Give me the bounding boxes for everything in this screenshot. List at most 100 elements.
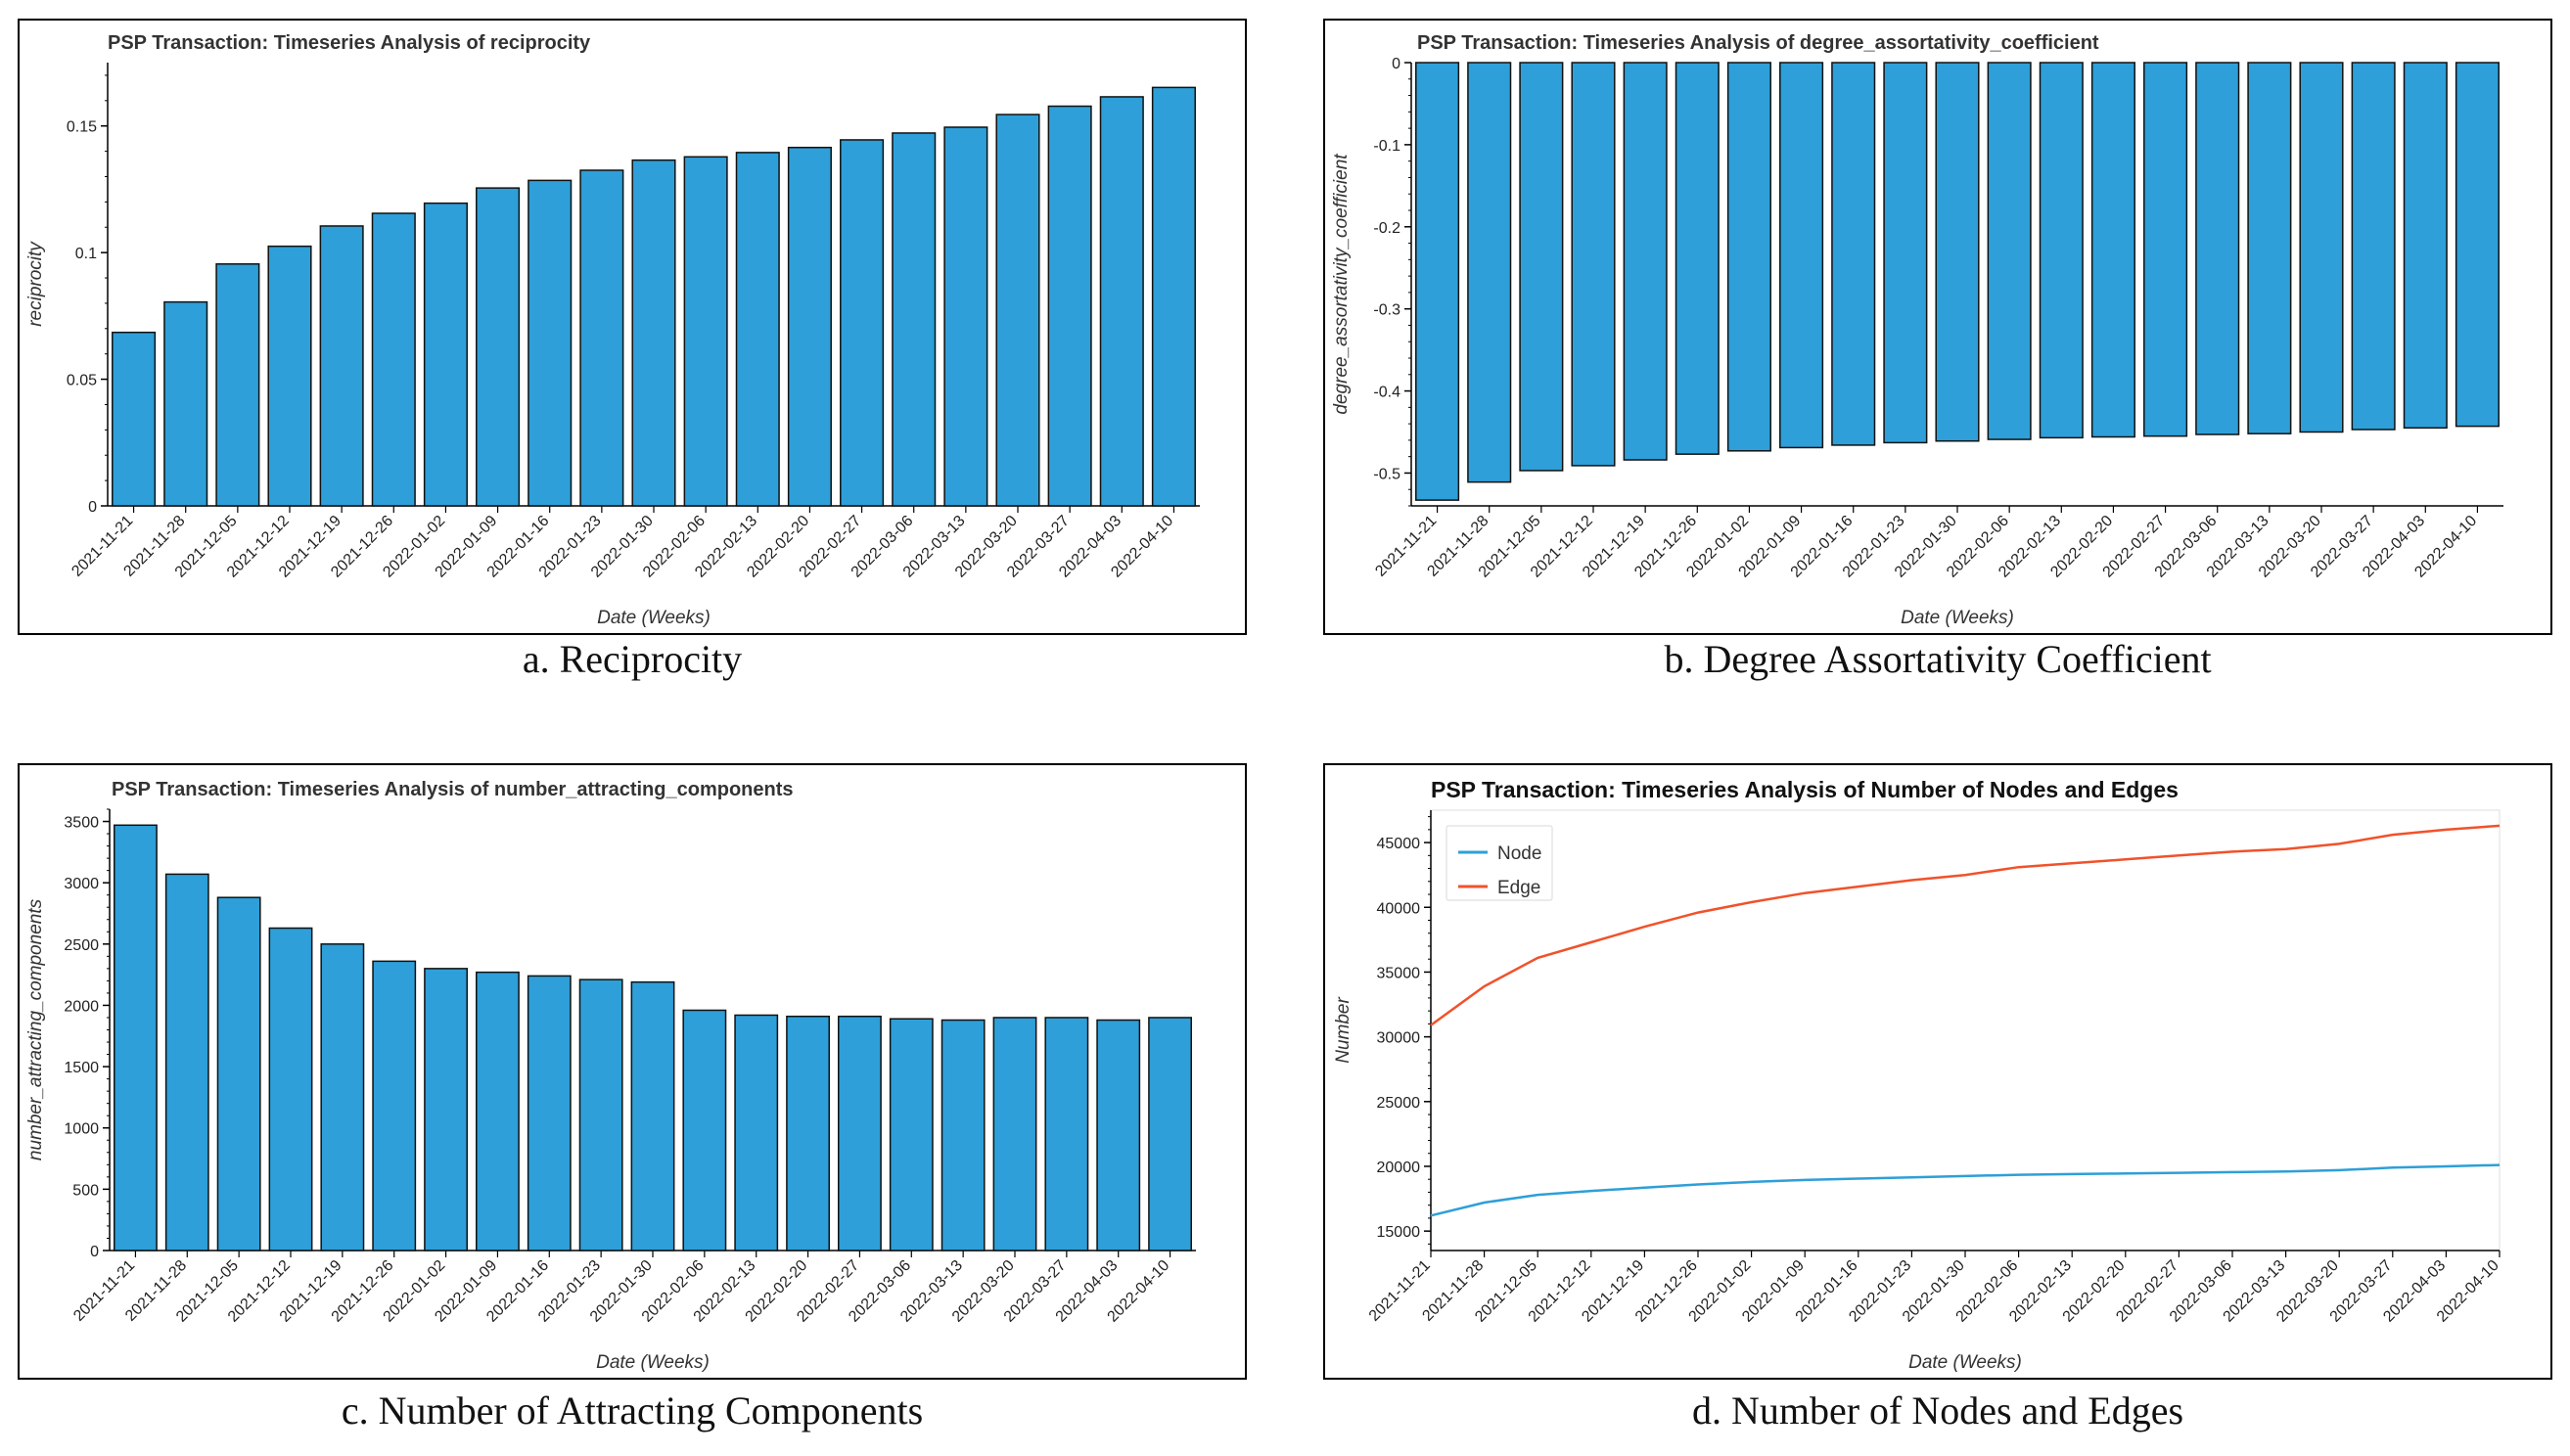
y-tick-label: -0.3 bbox=[1373, 302, 1400, 319]
bar-2021-12-12 bbox=[1571, 62, 1616, 467]
y-tick-label: 3000 bbox=[64, 876, 99, 892]
x-axis-label: Date (Weeks) bbox=[1908, 1352, 2022, 1373]
y-tick-label: 0.15 bbox=[67, 119, 97, 136]
y-axis-label: reciprocity bbox=[25, 241, 46, 327]
bar-2022-02-06 bbox=[682, 1009, 727, 1251]
bar-2021-11-21 bbox=[114, 824, 158, 1251]
bar-2022-01-09 bbox=[1779, 62, 1824, 449]
bar-2021-11-28 bbox=[1467, 62, 1512, 483]
bar-2021-11-28 bbox=[164, 873, 209, 1251]
y-tick-label: 45000 bbox=[1377, 836, 1421, 852]
bar-2021-12-05 bbox=[215, 263, 260, 507]
bar-2022-02-20 bbox=[786, 1015, 830, 1251]
bar-2021-11-21 bbox=[1415, 62, 1460, 501]
chart-title: PSP Transaction: Timeseries Analysis of … bbox=[108, 32, 591, 54]
bar-2022-01-23 bbox=[578, 978, 623, 1251]
bar-2022-03-20 bbox=[2299, 62, 2344, 433]
y-tick-label: 1500 bbox=[64, 1060, 99, 1076]
bar-2021-12-05 bbox=[1519, 62, 1564, 472]
bar-2022-04-03 bbox=[1099, 96, 1144, 507]
series-line-edge bbox=[1430, 824, 2501, 1026]
y-tick-label: 0.05 bbox=[67, 373, 97, 389]
bar-2022-01-09 bbox=[476, 187, 521, 507]
y-tick-label: -0.2 bbox=[1373, 220, 1400, 237]
caption-b: b. Degree Assortativity Coefficient bbox=[1664, 637, 2212, 681]
caption-a: a. Reciprocity bbox=[522, 637, 743, 681]
bar-2022-03-13 bbox=[2247, 62, 2292, 434]
legend-box bbox=[1446, 825, 1553, 901]
bar-2022-01-02 bbox=[1726, 62, 1771, 452]
chart-reciprocity: PSP Transaction: Timeseries Analysis of … bbox=[25, 32, 1200, 628]
chart-title: PSP Transaction: Timeseries Analysis of … bbox=[112, 779, 794, 800]
series-line-node bbox=[1430, 1163, 2501, 1217]
y-tick-label: 20000 bbox=[1377, 1160, 1421, 1176]
bar-2022-03-06 bbox=[2195, 62, 2240, 435]
bar-2021-12-19 bbox=[320, 943, 365, 1251]
x-axis-label: Date (Weeks) bbox=[596, 1352, 710, 1373]
y-axis-label: degree_assortativity_coefficient bbox=[1331, 154, 1352, 415]
y-tick-label: 0 bbox=[90, 1244, 99, 1260]
y-axis-label: number_attracting_components bbox=[25, 898, 46, 1160]
x-axis-label: Date (Weeks) bbox=[597, 608, 711, 628]
bar-2021-12-26 bbox=[1675, 62, 1720, 455]
y-tick-label: 2000 bbox=[64, 998, 99, 1015]
bar-2022-04-10 bbox=[1148, 1017, 1192, 1251]
x-axis-label: Date (Weeks) bbox=[1901, 608, 2014, 628]
bar-2022-02-06 bbox=[1987, 62, 2032, 440]
bar-2022-03-27 bbox=[2351, 62, 2396, 431]
bar-2022-02-13 bbox=[2039, 62, 2084, 439]
bar-2022-01-23 bbox=[579, 169, 624, 507]
bar-2021-11-21 bbox=[112, 331, 157, 507]
y-tick-label: 15000 bbox=[1377, 1224, 1421, 1241]
bar-2022-02-27 bbox=[838, 1015, 882, 1251]
bar-2022-03-13 bbox=[943, 126, 988, 507]
chart-attracting-components: PSP Transaction: Timeseries Analysis of … bbox=[25, 779, 1196, 1373]
bar-2022-04-10 bbox=[1151, 86, 1196, 507]
caption-d: d. Number of Nodes and Edges bbox=[1691, 1388, 2184, 1433]
bar-2022-01-30 bbox=[630, 980, 675, 1251]
caption-c: c. Number of Attracting Components bbox=[341, 1388, 924, 1433]
bar-2022-02-13 bbox=[734, 1014, 779, 1251]
bar-2022-02-27 bbox=[2143, 62, 2188, 437]
y-tick-label: 3500 bbox=[64, 815, 99, 832]
y-tick-label: 500 bbox=[72, 1182, 99, 1199]
y-tick-label: -0.1 bbox=[1373, 138, 1400, 155]
y-tick-label: -0.5 bbox=[1373, 466, 1400, 482]
y-tick-label: -0.4 bbox=[1373, 385, 1400, 401]
bar-2021-11-28 bbox=[163, 300, 208, 507]
bar-2022-01-16 bbox=[1831, 62, 1876, 446]
bar-2022-03-20 bbox=[995, 114, 1040, 507]
bar-2022-04-03 bbox=[2403, 62, 2448, 430]
bar-2022-01-09 bbox=[476, 971, 520, 1251]
y-tick-label: 0 bbox=[1392, 56, 1400, 72]
bar-2021-12-12 bbox=[268, 927, 313, 1251]
chart-title: PSP Transaction: Timeseries Analysis of … bbox=[1417, 32, 2099, 54]
bar-2022-02-20 bbox=[2090, 62, 2135, 438]
bar-2022-01-30 bbox=[631, 159, 676, 507]
bar-2022-01-02 bbox=[424, 968, 468, 1251]
bar-2022-03-27 bbox=[1047, 105, 1092, 507]
chart-nodes-edges: PSP Transaction: Timeseries Analysis of … bbox=[1333, 777, 2502, 1373]
chart-degree-assortativity: PSP Transaction: Timeseries Analysis of … bbox=[1331, 32, 2503, 628]
bar-2022-02-27 bbox=[840, 139, 885, 507]
bar-2021-12-19 bbox=[1623, 62, 1668, 461]
bar-2022-02-06 bbox=[683, 156, 728, 507]
bar-2022-02-20 bbox=[787, 146, 832, 507]
bar-2022-01-23 bbox=[1883, 62, 1928, 444]
bar-2022-04-03 bbox=[1096, 1019, 1141, 1251]
y-tick-label: 0 bbox=[88, 499, 97, 516]
bar-2022-04-10 bbox=[2455, 62, 2500, 428]
y-tick-label: 0.1 bbox=[75, 246, 97, 262]
plot-frame bbox=[1430, 809, 2501, 1251]
bar-2022-03-20 bbox=[992, 1017, 1037, 1251]
y-tick-label: 2500 bbox=[64, 937, 99, 954]
bar-2022-03-27 bbox=[1044, 1017, 1089, 1251]
chart-title: PSP Transaction: Timeseries Analysis of … bbox=[1431, 777, 2179, 802]
bar-2021-12-26 bbox=[372, 960, 417, 1251]
legend-label-edge: Edge bbox=[1497, 878, 1540, 898]
y-tick-label: 25000 bbox=[1377, 1095, 1421, 1112]
legend-label-node: Node bbox=[1497, 843, 1541, 864]
bar-2022-01-16 bbox=[527, 975, 572, 1251]
y-tick-label: 30000 bbox=[1377, 1030, 1421, 1047]
bar-2022-03-13 bbox=[941, 1019, 986, 1251]
